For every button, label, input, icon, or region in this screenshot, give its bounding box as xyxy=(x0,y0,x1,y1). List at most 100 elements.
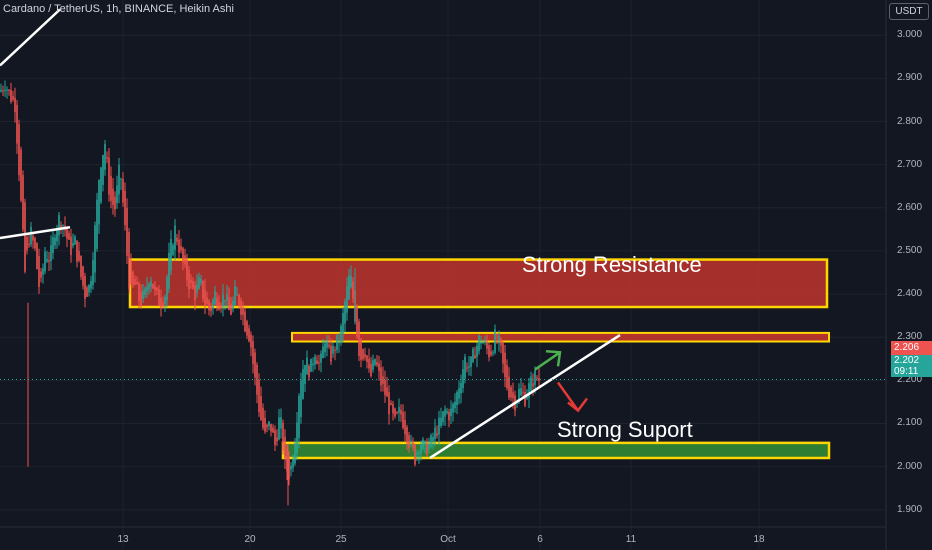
candle-body xyxy=(104,144,106,170)
candle-body xyxy=(40,271,42,278)
candle-body xyxy=(26,237,28,251)
candle-body xyxy=(422,439,424,450)
candle-body xyxy=(192,281,194,289)
candle-body xyxy=(118,164,120,195)
candle-body xyxy=(454,401,456,409)
candle-body xyxy=(452,403,454,413)
candle-body xyxy=(112,188,114,206)
candle-body xyxy=(538,378,540,381)
candle-body xyxy=(456,392,458,405)
candle-body xyxy=(252,341,254,364)
candle-body xyxy=(336,334,338,350)
candle-body xyxy=(510,387,512,398)
candle-body xyxy=(54,237,56,246)
candle-body xyxy=(388,392,390,415)
price-tick-label: 2.800 xyxy=(897,115,923,127)
candle-body xyxy=(242,307,244,316)
candle-body xyxy=(202,280,204,299)
candle-body xyxy=(72,242,74,246)
price-tick-label: 2.000 xyxy=(897,460,923,472)
candle-body xyxy=(128,232,130,289)
candle-body xyxy=(476,345,478,357)
candle-body xyxy=(386,387,388,397)
candle-body xyxy=(352,281,354,299)
candle-body xyxy=(370,363,372,377)
trendline xyxy=(0,225,71,240)
candle-body xyxy=(126,207,128,257)
candle-body xyxy=(240,300,242,315)
candle-body xyxy=(88,285,90,293)
time-tick-label: 25 xyxy=(335,534,347,545)
candle-body xyxy=(306,357,308,375)
candle-body xyxy=(188,270,190,290)
candle-body xyxy=(190,279,192,283)
candle-body xyxy=(10,90,12,102)
price-tick-label: 2.700 xyxy=(897,158,923,170)
candle-body xyxy=(62,225,64,227)
candle-body xyxy=(244,311,246,332)
candle-body xyxy=(262,407,264,428)
candle-body xyxy=(304,365,306,384)
candle-body xyxy=(160,297,162,308)
candle-body xyxy=(236,294,238,296)
candle-body xyxy=(448,411,450,421)
candle-body xyxy=(402,412,404,428)
candle-body xyxy=(264,417,266,432)
candle-body xyxy=(394,408,396,417)
candle-body xyxy=(310,358,312,372)
candle-body xyxy=(60,225,62,228)
candle-body xyxy=(148,283,150,290)
candle-body xyxy=(360,338,362,360)
candle-body xyxy=(378,363,380,372)
candle-body xyxy=(158,289,160,306)
candle-body xyxy=(210,305,212,312)
candle-body xyxy=(154,286,156,290)
candle-body xyxy=(288,459,290,480)
candle-body xyxy=(450,408,452,417)
candle-body xyxy=(512,392,514,399)
candle-body xyxy=(230,303,232,315)
candle-body xyxy=(152,283,154,289)
trendline xyxy=(0,8,61,67)
time-tick-label: 20 xyxy=(244,534,256,545)
resistance-zone xyxy=(128,258,829,309)
candle-body xyxy=(90,280,92,289)
resistance-label: Strong Resistance xyxy=(522,252,702,277)
candle-body xyxy=(30,227,32,245)
time-tick-label: 18 xyxy=(753,534,765,545)
candle-body xyxy=(86,287,88,297)
candle-body xyxy=(238,294,240,306)
candle-body xyxy=(438,417,440,435)
candle-body xyxy=(480,342,482,344)
candle-body xyxy=(424,441,426,445)
candle-body xyxy=(18,124,20,176)
candle-body xyxy=(330,345,332,362)
candle-body xyxy=(144,288,146,295)
candle-body xyxy=(80,255,82,277)
candle-body xyxy=(280,417,282,429)
chart-title: Cardano / TetherUS, 1h, BINANCE, Heikin … xyxy=(3,3,234,15)
candle-body xyxy=(320,353,322,363)
candle-body xyxy=(276,437,278,442)
candle-body xyxy=(362,349,364,360)
candle-body xyxy=(428,444,430,449)
candle-body xyxy=(198,277,200,289)
candle-body xyxy=(432,437,434,441)
candle-body xyxy=(52,237,54,254)
candle-body xyxy=(344,301,346,324)
candle-body xyxy=(218,301,220,310)
candle-body xyxy=(520,388,522,396)
candle-body xyxy=(232,300,234,310)
candle-body xyxy=(56,229,58,242)
candle-body xyxy=(494,329,496,353)
candle-body xyxy=(224,299,226,301)
candle-body xyxy=(34,238,36,249)
up-arrow-shaft xyxy=(534,351,561,371)
candle-body xyxy=(522,391,524,393)
currency-badge[interactable]: USDT xyxy=(889,3,929,20)
candle-body xyxy=(200,278,202,284)
price-tick-label: 2.300 xyxy=(897,331,923,343)
candle-body xyxy=(442,411,444,422)
candle-body xyxy=(528,383,530,398)
